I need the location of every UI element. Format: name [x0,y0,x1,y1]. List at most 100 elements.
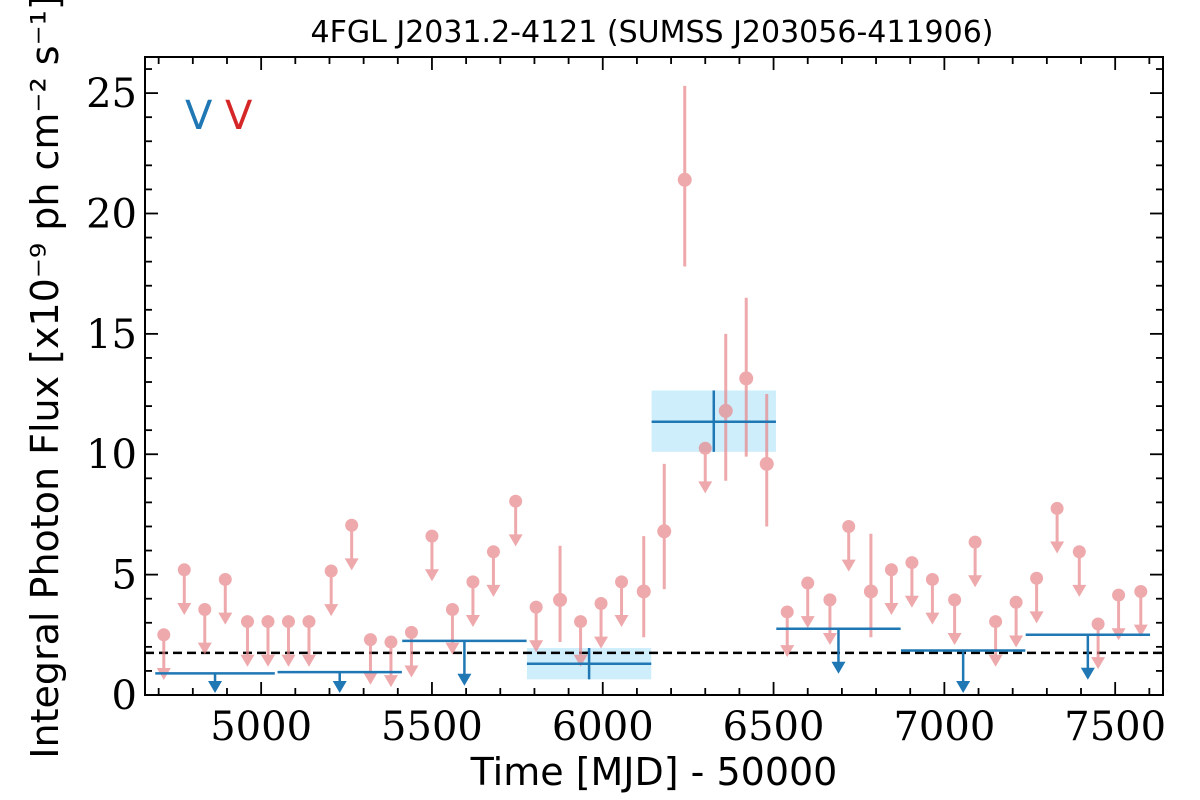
yearly-detection [651,390,776,452]
monthly-upper-limit [508,494,523,547]
upper-limit-point [989,615,1003,629]
upper-limit-arrow [800,616,815,629]
upper-limit-arrow [698,481,713,494]
upper-limit-point [1009,595,1023,609]
upper-limit-point [486,545,500,559]
upper-limit-arrow [884,602,899,615]
plot-frame [144,56,1164,696]
yearly-upper-limit [776,627,901,674]
upper-limit-point [157,628,171,642]
axes: 5000 5500 6000 6500 7000 7500 0 5 10 15 20 25 [86,56,1166,750]
upper-limit-arrow [218,612,233,625]
monthly-upper-limit [925,572,940,625]
monthly-upper-limit [1072,545,1087,597]
upper-limit-point [1072,545,1086,559]
monthly-detection [718,333,733,481]
upper-limit-arrow [177,602,192,615]
monthly-detection [863,533,878,638]
monthly-detection [759,394,774,527]
chart-title: 4FGL J2031.2-4121 (SUMSS J203056-411906) [311,15,994,50]
upper-limit-arrow [344,558,359,571]
y-tick-label: 10 [86,432,137,478]
upper-limit-arrow [841,559,856,572]
upper-limit-arrow [529,640,544,653]
monthly-upper-limit [1111,588,1126,641]
upper-limit-arrow [1133,624,1148,637]
monthly-upper-limit [1133,584,1148,637]
upper-limit-point [384,635,398,649]
monthly-upper-limit [614,575,629,627]
y-tick-label: 0 [112,673,137,719]
upper-limit-point [345,518,359,532]
upper-limit-arrow [1091,657,1106,670]
upper-limit-point [884,563,898,577]
upper-limit-point [425,529,439,543]
monthly-upper-limit [344,518,359,571]
monthly-upper-limit [404,625,419,678]
x-tick-label: 5000 [210,704,312,750]
upper-limit-point [1030,571,1044,585]
x-tick-label: 6500 [723,704,825,750]
monthly-upper-limit [529,600,544,653]
upper-limit-arrow [1009,635,1024,648]
upper-limit-arrow [1072,584,1087,597]
upper-limit-arrow [240,654,255,667]
upper-limit-point [925,572,939,586]
yearly-limit-arrow [457,673,472,686]
monthly-upper-limit [486,545,501,597]
yearly-upper-limit [155,672,275,693]
detection-point [636,584,651,599]
detection-point [739,371,754,386]
upper-limit-arrow [324,604,339,617]
y-tick-label: 25 [86,71,137,117]
upper-limit-point [466,575,480,589]
monthly-detection [739,297,754,457]
x-tick-label: 6000 [552,704,654,750]
monthly-upper-limit [301,615,316,667]
monthly-upper-limit [383,635,398,688]
plot-area [145,85,1163,693]
upper-limit-point [905,556,919,570]
x-tick-label: 7500 [1064,704,1166,750]
upper-limit-point [594,597,608,611]
upper-limit-arrow [1050,541,1065,554]
upper-limit-point [218,572,232,586]
upper-limit-point [842,519,856,533]
monthly-detection [553,545,568,643]
monthly-upper-limit [363,633,378,685]
upper-limit-point [1134,584,1148,598]
upper-limit-point [281,615,295,629]
plot-content [145,85,1163,693]
monthly-upper-limit [177,563,192,615]
upper-limit-arrow [822,633,837,646]
monthly-upper-limit [1009,595,1024,648]
x-axis-label: Time [MJD] - 50000 [470,750,838,794]
monthly-upper-limit [573,615,588,667]
monthly-upper-limit [197,603,212,655]
monthly-upper-limit [594,597,609,649]
upper-limit-point [509,494,523,508]
monthly-detection [657,463,672,590]
upper-limit-point [261,615,275,629]
yearly-limit-arrow [956,680,971,693]
yearly-limit-arrow [1080,667,1095,680]
upper-limit-point [968,535,982,549]
monthly-upper-limit [260,615,275,667]
upper-limit-arrow [363,672,378,685]
monthly-upper-limit [988,615,1003,667]
legend-symbol: V [185,93,213,139]
monthly-upper-limit [281,615,296,667]
x-tick-label: 7000 [893,704,995,750]
y-axis-label: Integral Photon Flux [x10⁻⁹ ph cm⁻² s⁻¹] [23,0,67,759]
upper-limit-point [1091,617,1105,631]
yearly-limit-arrow [831,661,846,674]
upper-limit-arrow [508,534,523,547]
monthly-upper-limit [445,603,460,655]
upper-limit-arrow [594,636,609,649]
upper-limit-point [780,605,794,619]
monthly-detection [636,536,651,638]
upper-limit-arrow [1029,611,1044,624]
monthly-upper-limit [1050,501,1065,554]
yearly-detection [526,648,652,680]
